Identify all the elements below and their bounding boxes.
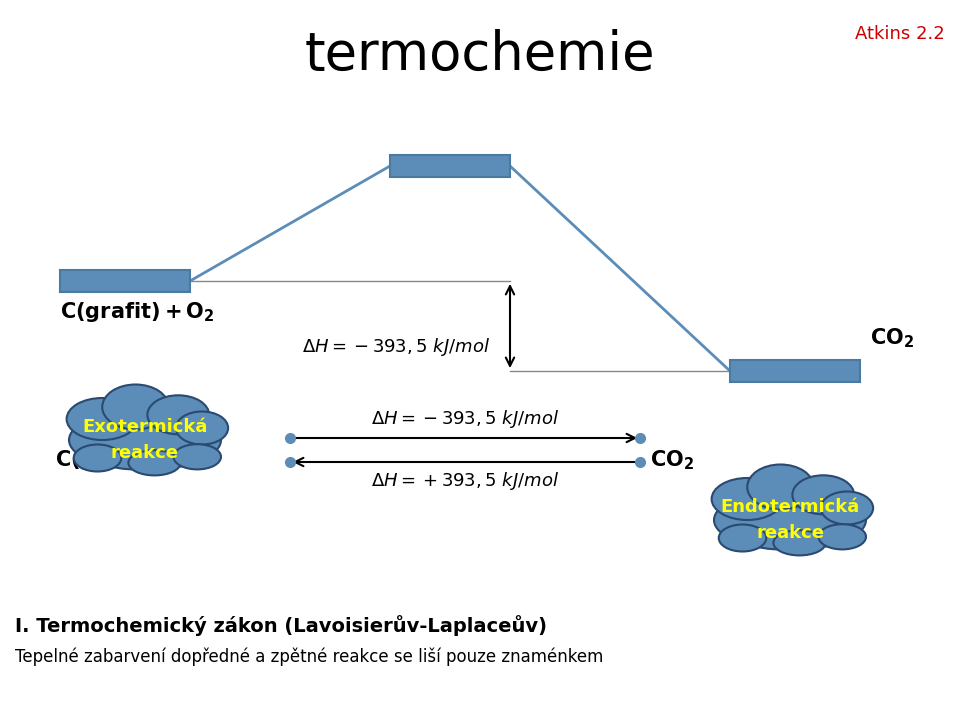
Ellipse shape — [774, 530, 826, 555]
Ellipse shape — [821, 491, 874, 524]
Text: Tepelné zabarvení dopředné a zpětné reakce se liší pouze znaménkem: Tepelné zabarvení dopředné a zpětné reak… — [15, 648, 604, 666]
FancyBboxPatch shape — [730, 360, 860, 382]
FancyBboxPatch shape — [390, 155, 510, 177]
Ellipse shape — [792, 475, 854, 515]
FancyBboxPatch shape — [60, 270, 190, 292]
Ellipse shape — [103, 385, 169, 430]
Ellipse shape — [74, 444, 121, 472]
Text: Atkins 2.2: Atkins 2.2 — [855, 25, 945, 43]
Ellipse shape — [129, 450, 180, 475]
Text: termochemie: termochemie — [304, 29, 656, 81]
Ellipse shape — [148, 395, 209, 435]
Ellipse shape — [711, 478, 782, 520]
Ellipse shape — [719, 524, 766, 552]
Ellipse shape — [819, 524, 866, 550]
Text: $\mathbf{C(grafit) + O_2}$: $\mathbf{C(grafit) + O_2}$ — [60, 300, 214, 324]
Ellipse shape — [714, 490, 866, 550]
Text: $\Delta H = -393, 5\ kJ/mol$: $\Delta H = -393, 5\ kJ/mol$ — [371, 408, 559, 430]
Ellipse shape — [174, 444, 221, 470]
Ellipse shape — [176, 411, 228, 444]
Text: $\mathbf{CO_2}$: $\mathbf{CO_2}$ — [870, 326, 914, 350]
Ellipse shape — [66, 398, 138, 440]
Text: Endotermická
reakce: Endotermická reakce — [720, 498, 859, 541]
Text: I. Termochemický zákon (Lavoisierův-Laplaceův): I. Termochemický zákon (Lavoisierův-Lapl… — [15, 615, 547, 636]
Ellipse shape — [747, 465, 814, 510]
Text: $\mathbf{CO_2}$: $\mathbf{CO_2}$ — [650, 448, 694, 472]
Text: $\mathbf{C(grafit) + O_2}$: $\mathbf{C(grafit) + O_2}$ — [55, 448, 209, 472]
Text: $\Delta H = -393, 5\ kJ/mol$: $\Delta H = -393, 5\ kJ/mol$ — [301, 336, 490, 358]
Text: $\Delta H = +393, 5\ kJ/mol$: $\Delta H = +393, 5\ kJ/mol$ — [371, 470, 559, 492]
Ellipse shape — [69, 410, 221, 470]
Text: Exotermická
reakce: Exotermická reakce — [83, 418, 207, 461]
